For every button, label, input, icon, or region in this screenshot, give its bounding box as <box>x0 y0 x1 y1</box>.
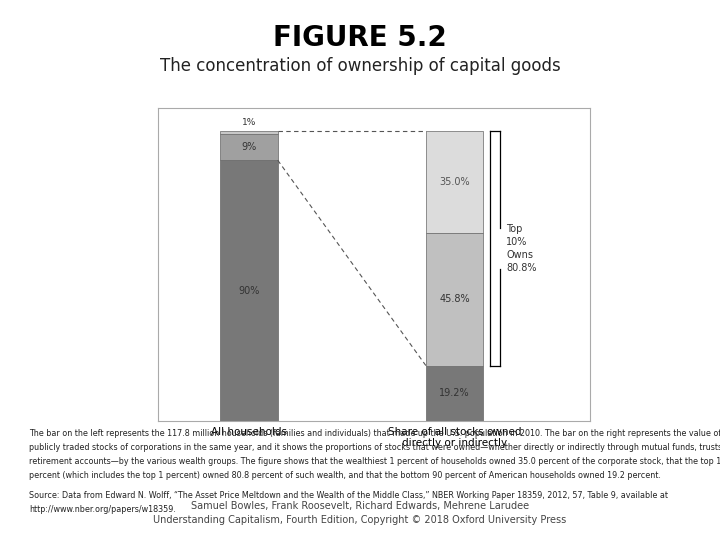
Text: http://www.nber.org/papers/w18359.: http://www.nber.org/papers/w18359. <box>29 505 176 514</box>
Text: percent (which includes the top 1 percent) owned 80.8 percent of such wealth, an: percent (which includes the top 1 percen… <box>29 471 661 481</box>
Text: retirement accounts—by the various wealth groups. The figure shows that the weal: retirement accounts—by the various wealt… <box>29 457 720 467</box>
Bar <box>426 233 483 366</box>
Text: 19.2%: 19.2% <box>439 388 470 399</box>
Text: 35.0%: 35.0% <box>439 177 470 187</box>
Text: The concentration of ownership of capital goods: The concentration of ownership of capita… <box>160 57 560 75</box>
Text: 90%: 90% <box>238 286 260 296</box>
Text: Top
10%
Owns
80.8%: Top 10% Owns 80.8% <box>506 224 536 273</box>
Text: Source: Data from Edward N. Wolff, “The Asset Price Meltdown and the Wealth of t: Source: Data from Edward N. Wolff, “The … <box>29 491 668 500</box>
Text: 1%: 1% <box>242 118 256 127</box>
Text: publicly traded stocks of corporations in the same year, and it shows the propor: publicly traded stocks of corporations i… <box>29 443 720 453</box>
Text: 9%: 9% <box>241 142 256 152</box>
Bar <box>426 131 483 233</box>
Text: The bar on the left represents the 117.8 million households (families and indivi: The bar on the left represents the 117.8… <box>29 429 720 438</box>
Bar <box>426 366 483 421</box>
Text: 45.8%: 45.8% <box>439 294 470 304</box>
Bar <box>220 134 278 160</box>
Text: FIGURE 5.2: FIGURE 5.2 <box>273 24 447 52</box>
Bar <box>220 160 278 421</box>
Text: Samuel Bowles, Frank Roosevelt, Richard Edwards, Mehrene Larudee
Understanding C: Samuel Bowles, Frank Roosevelt, Richard … <box>153 501 567 525</box>
Bar <box>220 131 278 134</box>
